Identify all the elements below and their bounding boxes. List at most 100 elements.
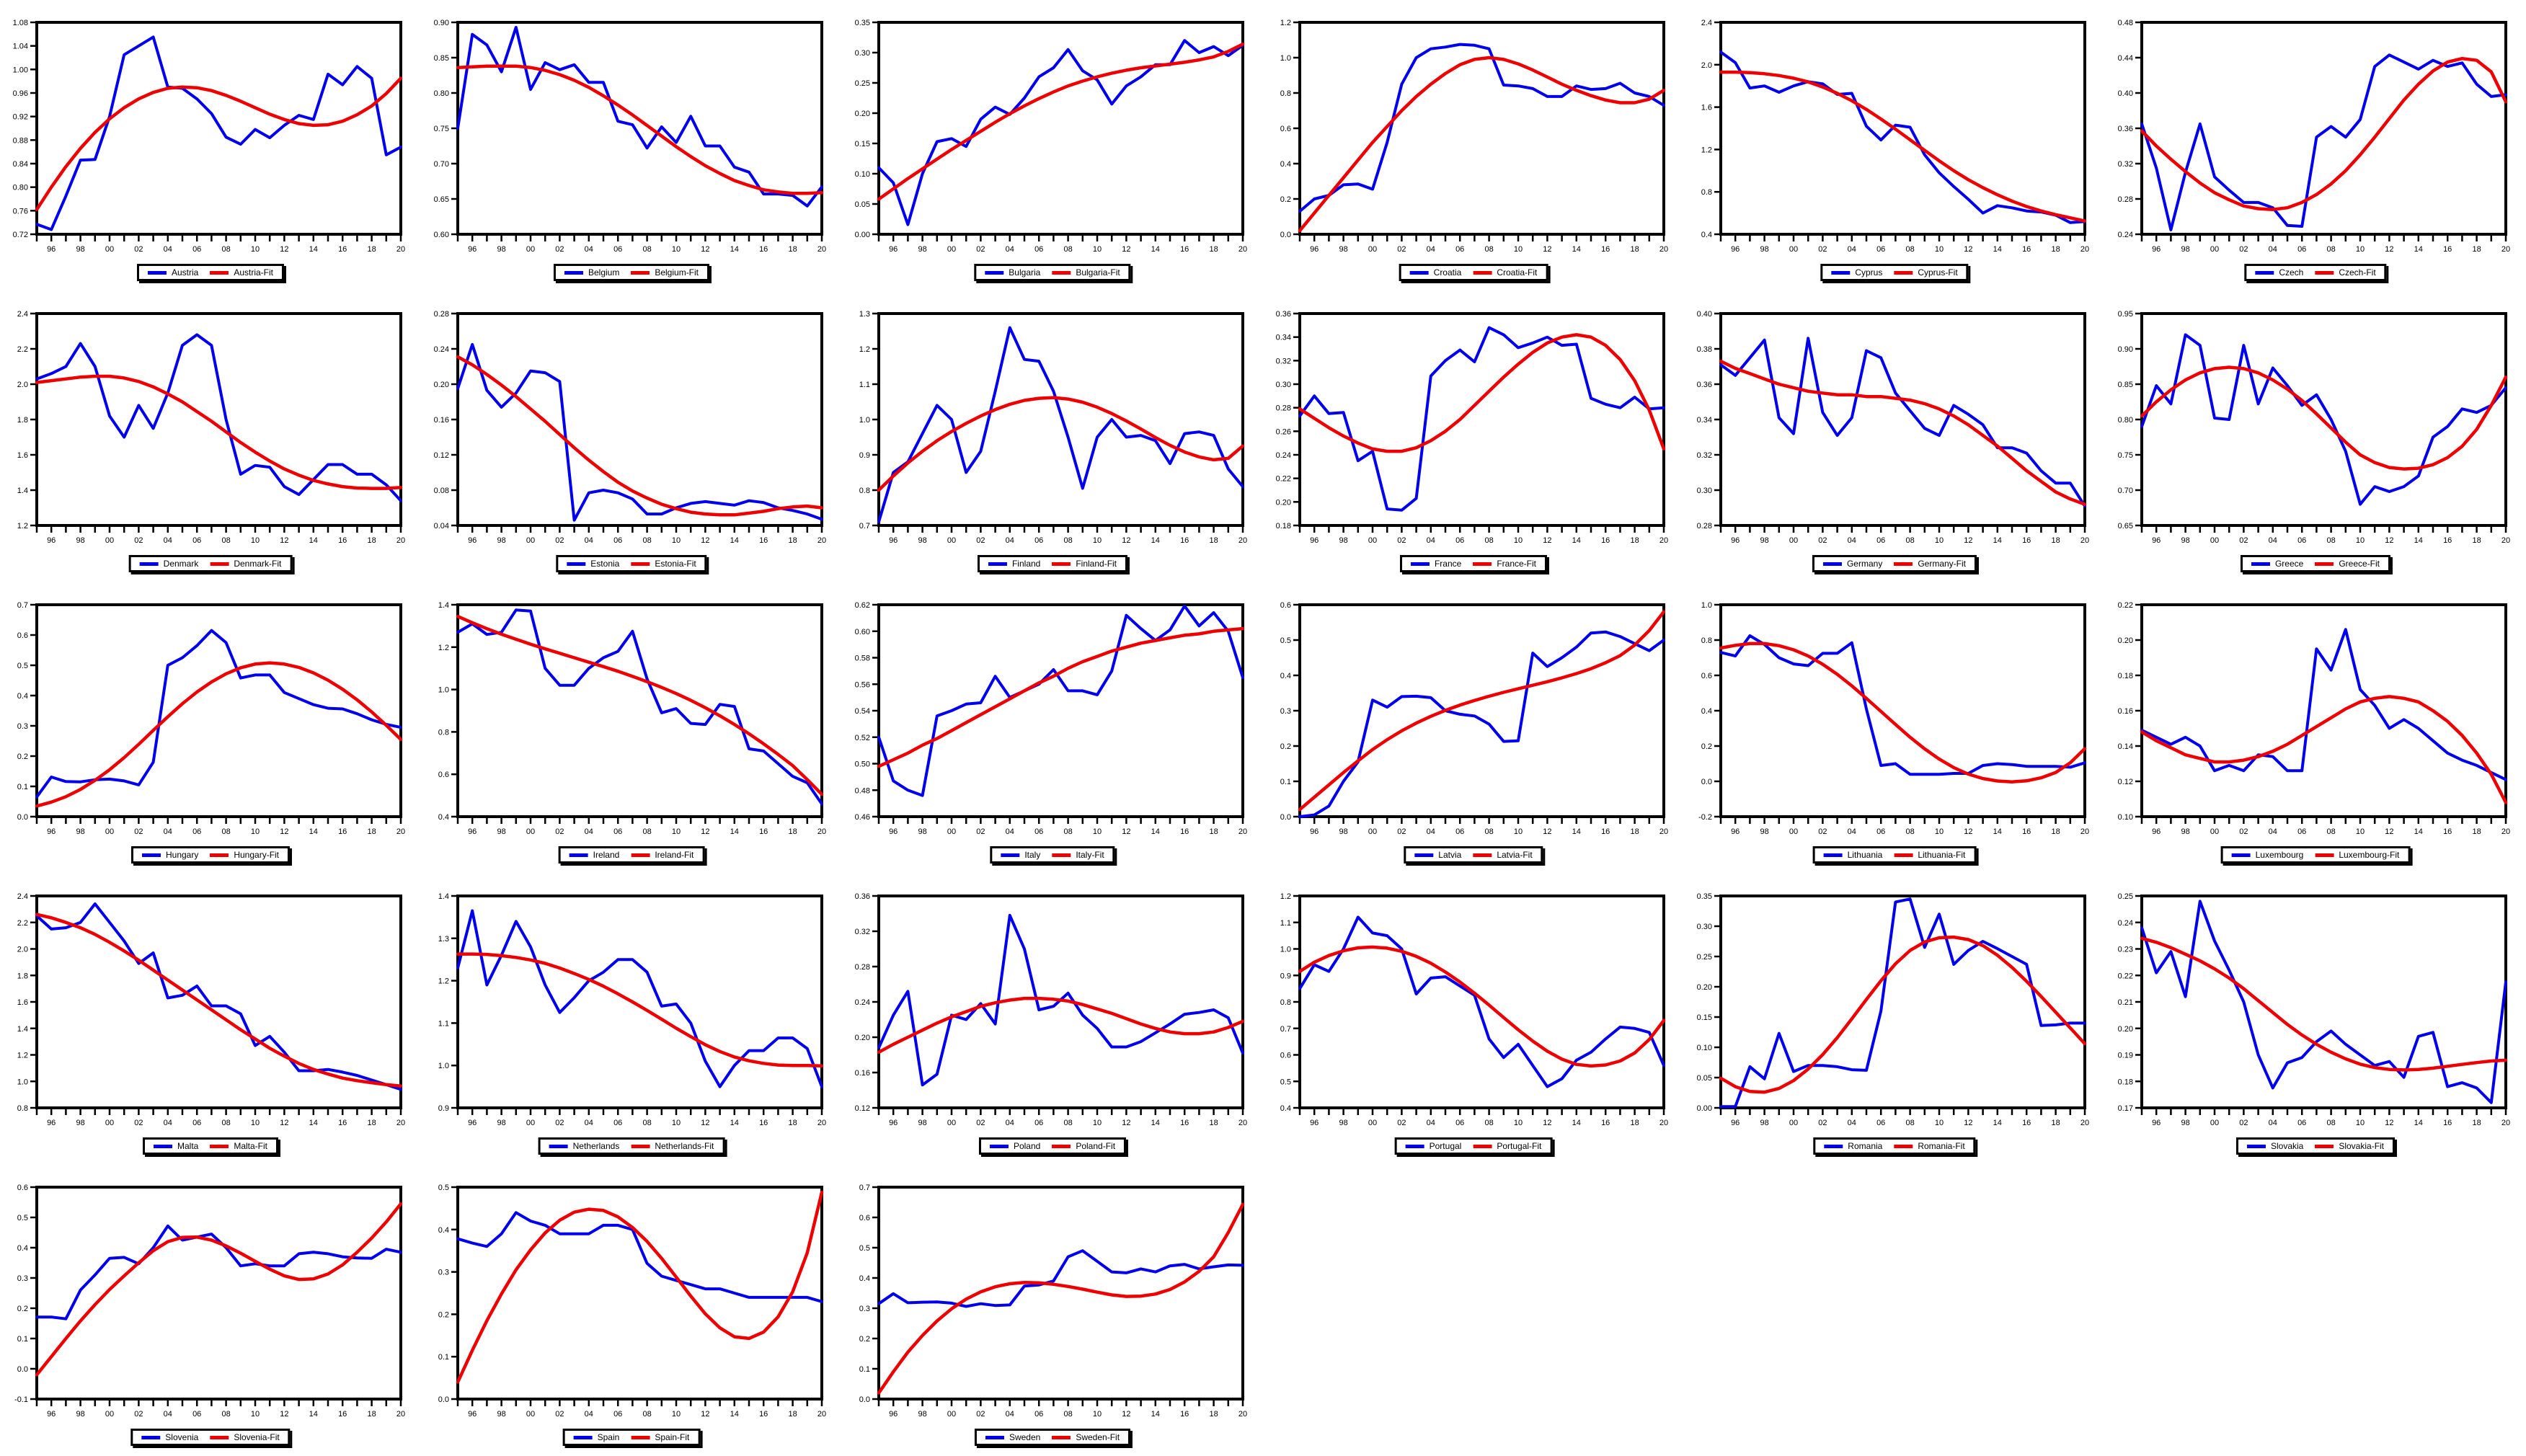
x-axis-tick-label: 04	[585, 536, 593, 545]
y-axis-tick-label: 0.5	[17, 1214, 28, 1222]
y-axis-tick-label: 0.40	[2118, 89, 2133, 98]
x-axis-tick-label: 14	[1151, 1410, 1160, 1419]
x-axis-tick-label: 10	[1935, 536, 1944, 545]
x-axis-tick-label: 00	[526, 827, 535, 836]
x-axis-tick-label: 02	[1397, 536, 1406, 545]
y-axis-tick-label: 0.14	[2118, 742, 2133, 751]
fit-line-lithuania	[1719, 642, 2087, 784]
y-axis-tick-label: 1.6	[17, 998, 28, 1007]
y-axis-tick-label: 0.20	[2118, 1025, 2133, 1034]
fit-line-spain	[456, 1190, 824, 1384]
y-axis-tick-label: 0.4	[1701, 231, 1712, 239]
fit-line-austria	[35, 76, 403, 211]
x-axis-tick-label: 98	[2181, 536, 2189, 545]
legend-malta: Malta Malta-Fit	[142, 1137, 279, 1155]
plot-frame	[35, 895, 402, 1109]
legend-cyprus: Cyprus Cyprus-Fit	[1820, 264, 1969, 281]
y-axis-tick-label: 1.2	[17, 522, 28, 531]
legend-fit-label: Slovenia-Fit	[234, 1432, 280, 1442]
fit-line-netherlands	[456, 952, 824, 1068]
y-axis-tick-label: 2.0	[17, 381, 28, 389]
legend-fit-swatch	[1473, 1144, 1492, 1148]
legend-series-label: Lithuania	[1847, 850, 1883, 860]
chart-panel-germany: 0.28 0.30 0.32 0.34 0.36 0.38 0.40 96 98 00 02 04 06…	[1684, 291, 2105, 582]
x-axis-tick-label: 96	[468, 536, 477, 545]
x-axis-tick-label: 08	[1905, 827, 1914, 836]
plot-frame	[1719, 895, 2086, 1109]
x-axis-tick-label: 12	[1964, 827, 1972, 836]
x-axis-tick-label: 14	[730, 1410, 739, 1419]
x-axis-tick-label: 08	[1063, 536, 1072, 545]
y-axis-tick-label: 0.0	[1280, 813, 1291, 822]
x-axis-tick-label: 02	[555, 1410, 564, 1419]
x-axis-tick-label: 14	[1151, 1119, 1160, 1127]
x-axis-tick-label: 14	[1572, 1119, 1581, 1127]
chart-plot-austria: 0.72 0.76 0.80 0.84 0.88 0.92 0.96 1.00 1.04 1.08…	[13, 19, 406, 254]
y-axis-tick-label: 0.8	[438, 728, 449, 737]
x-axis-tick-label: 96	[1310, 827, 1319, 836]
y-axis-tick-label: 0.4	[1280, 160, 1291, 169]
y-axis-tick-label: 0.3	[17, 722, 28, 731]
x-axis-tick-label: 96	[889, 1410, 898, 1419]
x-axis-tick-label: 16	[759, 536, 768, 545]
fit-line-romania	[1719, 935, 2087, 1094]
x-axis-tick-label: 06	[613, 1410, 622, 1419]
legend-fit-swatch	[210, 1435, 229, 1439]
y-axis-tick-label: 0.24	[2118, 919, 2133, 928]
x-axis-tick-label: 12	[701, 1410, 709, 1419]
x-axis-tick-label: 12	[701, 245, 709, 254]
x-axis-tick-label: 98	[918, 1119, 926, 1127]
series-line-slovenia	[35, 1224, 402, 1320]
x-axis-tick-label: 06	[2297, 536, 2306, 545]
x-axis-tick-label: 18	[1209, 1119, 1218, 1127]
plot-frame	[877, 603, 1244, 818]
legend-fit-swatch	[631, 853, 650, 857]
y-axis-tick-label: 1.0	[1280, 946, 1291, 954]
fit-line-luxembourg	[2140, 695, 2508, 804]
x-axis-tick-label: 14	[1572, 536, 1581, 545]
chart-plot-italy: 0.46 0.48 0.50 0.52 0.54 0.56 0.58 0.60 0.62 96 98…	[855, 601, 1248, 836]
x-axis-tick-label: 04	[2269, 827, 2277, 836]
y-axis-tick-label: 0.2	[1701, 742, 1712, 751]
x-axis-tick-label: 08	[1063, 1119, 1072, 1127]
y-axis-tick-label: 0.76	[13, 207, 28, 216]
legend-series-label: Sweden	[1009, 1432, 1041, 1442]
y-axis-tick-label: 0.10	[1697, 1044, 1712, 1052]
x-axis-tick-label: 02	[134, 1119, 143, 1127]
plot-frame	[35, 1186, 402, 1400]
x-axis-tick-label: 02	[2239, 536, 2248, 545]
x-axis-tick-label: 02	[555, 827, 564, 836]
legend-france: France France-Fit	[1399, 555, 1548, 572]
y-axis-tick-label: 0.1	[438, 1353, 449, 1362]
y-axis-tick-label: 0.28	[2118, 195, 2133, 204]
y-axis-tick-label: 0.80	[434, 89, 449, 98]
chart-panel-cyprus: 0.4 0.8 1.2 1.6 2.0 2.4 96 98 00 02 04 06 08 10 12 14 16…	[1684, 0, 2105, 291]
x-axis-tick-label: 00	[1368, 245, 1377, 254]
x-axis-tick-label: 20	[396, 536, 405, 545]
x-axis-tick-label: 02	[134, 536, 143, 545]
x-axis-tick-label: 98	[918, 1410, 926, 1419]
x-axis-tick-label: 02	[1818, 827, 1827, 836]
y-axis-tick-label: 0.75	[434, 125, 449, 133]
fit-line-finland	[877, 396, 1245, 492]
x-axis-tick-label: 14	[309, 827, 318, 836]
legend-fit-label: Austria-Fit	[234, 267, 274, 278]
x-axis-tick-label: 10	[1093, 245, 1102, 254]
y-axis-tick-label: 0.15	[1697, 1013, 1712, 1022]
x-axis-tick-label: 18	[2472, 245, 2481, 254]
x-axis-tick-label: 04	[1427, 827, 1435, 836]
y-axis-tick-label: 0.96	[13, 89, 28, 98]
y-axis-tick-label: 0.4	[1280, 672, 1291, 680]
y-axis-tick-label: 0.56	[855, 680, 870, 689]
x-axis-tick-label: 00	[526, 245, 535, 254]
x-axis-tick-label: 16	[1601, 536, 1610, 545]
x-axis-tick-label: 06	[1876, 536, 1885, 545]
x-axis-tick-label: 20	[817, 245, 826, 254]
y-axis-tick-label: 0.2	[1280, 195, 1291, 204]
plot-frame	[1298, 21, 1665, 236]
y-axis-tick-label: 0.20	[1697, 983, 1712, 992]
legend-series-label: Bulgaria	[1009, 267, 1041, 278]
legend-fit-swatch	[1473, 853, 1492, 857]
y-axis-tick-label: 0.60	[434, 231, 449, 239]
x-axis-tick-label: 04	[1006, 245, 1014, 254]
